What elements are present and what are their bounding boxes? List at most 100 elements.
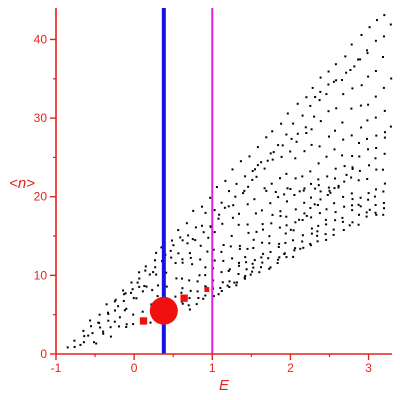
- data-point: [289, 188, 292, 190]
- data-point: [316, 204, 319, 206]
- data-point: [220, 290, 223, 292]
- data-point: [384, 131, 386, 134]
- data-point: [238, 244, 241, 247]
- data-point: [358, 155, 361, 158]
- data-point: [107, 312, 110, 315]
- data-point: [232, 204, 235, 207]
- data-point: [144, 265, 147, 268]
- data-point: [169, 249, 172, 252]
- data-point: [152, 271, 155, 274]
- data-point: [237, 223, 240, 226]
- data-point: [197, 297, 200, 299]
- data-point: [195, 303, 198, 306]
- data-point: [263, 167, 266, 170]
- data-point: [109, 335, 112, 338]
- data-point: [254, 168, 256, 171]
- data-point: [136, 281, 139, 284]
- data-point: [375, 168, 378, 171]
- data-point: [366, 178, 369, 180]
- data-point: [228, 280, 231, 283]
- data-point: [341, 121, 344, 124]
- data-point: [304, 126, 307, 129]
- data-point: [345, 173, 348, 176]
- data-point: [358, 213, 360, 216]
- data-point: [334, 167, 337, 170]
- data-point: [343, 180, 346, 183]
- data-point: [324, 233, 327, 236]
- data-point: [383, 136, 386, 139]
- data-point: [118, 316, 121, 319]
- data-point: [359, 205, 362, 208]
- data-point: [231, 216, 234, 219]
- data-point: [224, 179, 227, 182]
- data-point: [325, 238, 328, 241]
- data-point: [98, 313, 101, 316]
- data-point: [191, 263, 194, 266]
- data-point: [382, 168, 384, 171]
- data-point: [125, 307, 128, 310]
- data-point: [293, 194, 296, 196]
- data-point: [333, 202, 336, 205]
- data-point: [294, 177, 297, 180]
- data-point: [79, 343, 82, 346]
- data-point: [285, 133, 288, 136]
- data-point: [227, 205, 230, 208]
- data-point: [102, 330, 105, 333]
- data-point: [298, 190, 301, 193]
- data-point: [360, 126, 363, 129]
- data-point: [351, 166, 354, 169]
- data-point: [261, 223, 264, 226]
- data-point: [334, 177, 336, 180]
- data-point: [199, 258, 202, 261]
- data-point: [295, 140, 298, 143]
- data-point: [165, 271, 168, 274]
- data-point: [206, 250, 209, 253]
- data-point: [341, 79, 343, 81]
- data-point: [341, 220, 344, 223]
- data-point: [165, 285, 168, 288]
- data-point: [325, 208, 328, 211]
- data-point: [131, 288, 134, 291]
- data-point: [213, 231, 216, 234]
- data-point: [278, 242, 281, 245]
- data-point: [194, 226, 197, 229]
- data-point: [244, 275, 247, 277]
- data-point: [141, 310, 144, 313]
- data-point: [231, 168, 234, 171]
- data-point: [278, 226, 281, 229]
- data-point: [368, 164, 370, 167]
- data-point: [262, 252, 265, 255]
- data-point: [342, 138, 345, 141]
- data-point: [105, 303, 108, 306]
- data-point: [285, 172, 288, 175]
- data-point: [181, 239, 184, 242]
- data-point: [327, 70, 330, 73]
- data-point: [98, 321, 101, 324]
- data-point: [357, 223, 360, 226]
- data-point: [181, 261, 184, 264]
- data-point: [150, 303, 153, 306]
- data-point: [302, 189, 305, 192]
- data-point: [181, 277, 183, 280]
- data-point: [335, 107, 338, 110]
- data-point: [202, 231, 205, 234]
- data-point: [277, 144, 280, 147]
- data-point: [102, 332, 105, 335]
- data-point: [293, 249, 296, 252]
- data-point: [332, 228, 335, 231]
- data-point: [217, 293, 220, 296]
- data-point: [251, 170, 254, 172]
- data-point: [283, 253, 286, 255]
- data-point: [332, 233, 335, 236]
- data-point: [357, 179, 360, 182]
- data-point: [316, 234, 319, 237]
- data-point: [327, 186, 330, 189]
- data-point: [218, 213, 221, 216]
- data-point: [231, 257, 234, 260]
- data-point: [141, 290, 144, 293]
- data-point: [221, 281, 224, 284]
- x-tick-label: -1: [51, 361, 62, 375]
- data-point: [310, 232, 313, 235]
- data-point: [192, 209, 195, 212]
- data-point: [357, 58, 360, 61]
